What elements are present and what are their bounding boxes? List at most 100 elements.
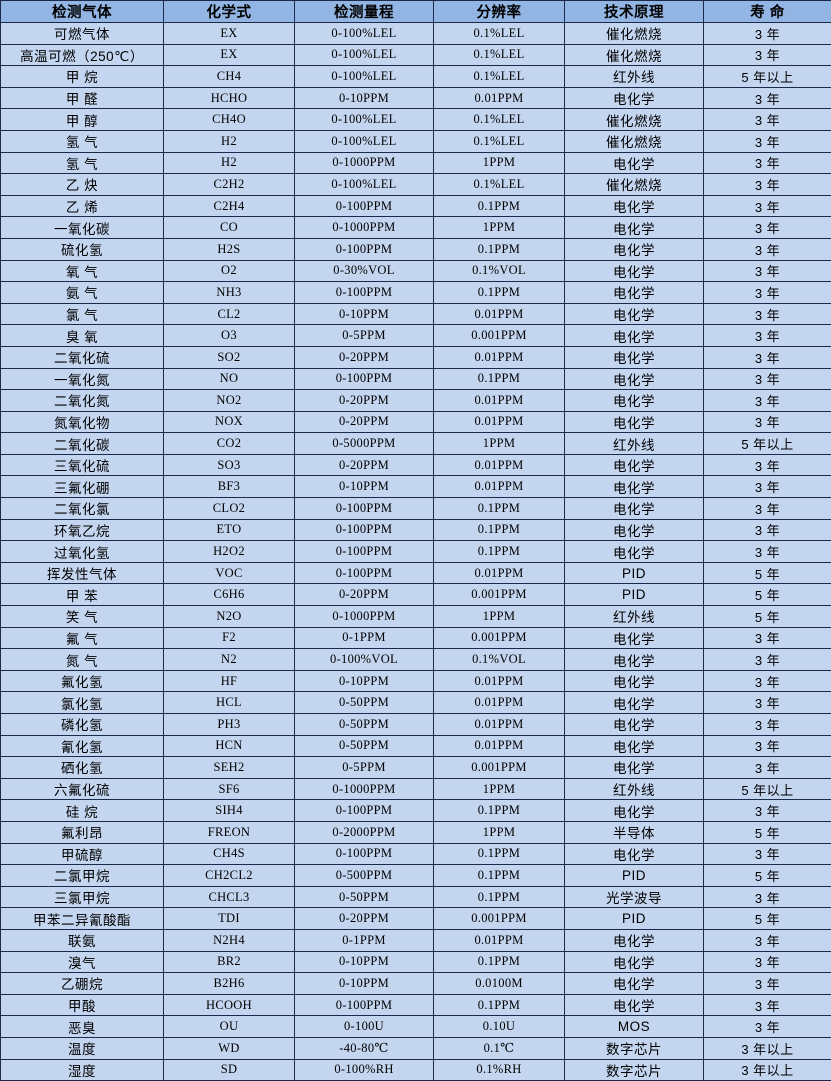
cell-formula: H2S: [164, 238, 295, 260]
cell-resolution: 0.1%LEL: [434, 23, 565, 45]
cell-principle: 电化学: [565, 843, 704, 865]
cell-principle: 电化学: [565, 627, 704, 649]
cell-life: 3 年: [704, 174, 831, 196]
cell-formula: B2H6: [164, 973, 295, 995]
cell-name: 二氧化碳: [1, 433, 164, 455]
cell-life: 3 年: [704, 757, 831, 779]
cell-principle: 电化学: [565, 238, 704, 260]
cell-range: 0-1000PPM: [295, 778, 434, 800]
cell-principle: 数字芯片: [565, 1059, 704, 1081]
cell-name: 湿度: [1, 1059, 164, 1081]
column-header-resolution: 分辨率: [434, 1, 565, 23]
cell-range: 0-100%VOL: [295, 649, 434, 671]
cell-formula: CH4O: [164, 109, 295, 131]
cell-resolution: 0.1PPM: [434, 195, 565, 217]
cell-formula: CL2: [164, 303, 295, 325]
cell-life: 3 年: [704, 951, 831, 973]
cell-resolution: 0.1PPM: [434, 282, 565, 304]
cell-principle: 电化学: [565, 390, 704, 412]
cell-resolution: 0.01PPM: [434, 562, 565, 584]
cell-name: 溴气: [1, 951, 164, 973]
cell-principle: 催化燃烧: [565, 130, 704, 152]
cell-name: 挥发性气体: [1, 562, 164, 584]
cell-life: 3 年: [704, 109, 831, 131]
cell-formula: O2: [164, 260, 295, 282]
cell-resolution: 0.0100M: [434, 973, 565, 995]
cell-life: 3 年: [704, 541, 831, 563]
cell-range: 0-5000PPM: [295, 433, 434, 455]
cell-name: 氟 气: [1, 627, 164, 649]
cell-resolution: 0.01PPM: [434, 692, 565, 714]
cell-resolution: 0.01PPM: [434, 735, 565, 757]
cell-resolution: 0.01PPM: [434, 929, 565, 951]
cell-range: 0-2000PPM: [295, 821, 434, 843]
cell-formula: CO: [164, 217, 295, 239]
cell-name: 乙硼烷: [1, 973, 164, 995]
cell-principle: 电化学: [565, 368, 704, 390]
cell-name: 甲酸: [1, 994, 164, 1016]
cell-life: 5 年: [704, 865, 831, 887]
cell-resolution: 0.001PPM: [434, 627, 565, 649]
cell-principle: 电化学: [565, 87, 704, 109]
cell-life: 3 年: [704, 627, 831, 649]
cell-range: 0-10PPM: [295, 951, 434, 973]
cell-life: 3 年: [704, 714, 831, 736]
table-header-row: 检测气体 化学式 检测量程 分辨率 技术原理 寿 命: [1, 1, 831, 23]
cell-principle: 电化学: [565, 757, 704, 779]
cell-resolution: 0.1PPM: [434, 541, 565, 563]
column-header-formula: 化学式: [164, 1, 295, 23]
cell-formula: H2: [164, 152, 295, 174]
cell-resolution: 0.1%LEL: [434, 44, 565, 66]
cell-name: 温度: [1, 1037, 164, 1059]
cell-name: 硫化氢: [1, 238, 164, 260]
cell-resolution: 0.01PPM: [434, 87, 565, 109]
cell-resolution: 0.1%VOL: [434, 649, 565, 671]
cell-range: 0-1000PPM: [295, 152, 434, 174]
cell-formula: SIH4: [164, 800, 295, 822]
cell-life: 3 年: [704, 670, 831, 692]
cell-range: 0-50PPM: [295, 886, 434, 908]
cell-resolution: 0.001PPM: [434, 757, 565, 779]
cell-range: 0-100PPM: [295, 541, 434, 563]
cell-name: 二氯甲烷: [1, 865, 164, 887]
cell-resolution: 1PPM: [434, 821, 565, 843]
cell-life: 3 年: [704, 929, 831, 951]
column-header-range: 检测量程: [295, 1, 434, 23]
cell-life: 3 年以上: [704, 1037, 831, 1059]
cell-range: 0-100%LEL: [295, 174, 434, 196]
cell-formula: HCOOH: [164, 994, 295, 1016]
cell-principle: 电化学: [565, 454, 704, 476]
cell-range: 0-100%LEL: [295, 23, 434, 45]
cell-name: 硅 烷: [1, 800, 164, 822]
cell-name: 过氧化氢: [1, 541, 164, 563]
cell-formula: VOC: [164, 562, 295, 584]
cell-formula: C2H2: [164, 174, 295, 196]
cell-resolution: 1PPM: [434, 778, 565, 800]
cell-formula: SF6: [164, 778, 295, 800]
cell-resolution: 0.01PPM: [434, 411, 565, 433]
cell-name: 氧 气: [1, 260, 164, 282]
cell-range: 0-10PPM: [295, 973, 434, 995]
cell-name: 氮氧化物: [1, 411, 164, 433]
cell-formula: SO3: [164, 454, 295, 476]
cell-principle: 红外线: [565, 606, 704, 628]
cell-formula: EX: [164, 23, 295, 45]
cell-range: 0-20PPM: [295, 390, 434, 412]
cell-range: 0-500PPM: [295, 865, 434, 887]
cell-life: 3 年: [704, 1016, 831, 1038]
cell-name: 磷化氢: [1, 714, 164, 736]
cell-formula: HCL: [164, 692, 295, 714]
cell-principle: 催化燃烧: [565, 23, 704, 45]
